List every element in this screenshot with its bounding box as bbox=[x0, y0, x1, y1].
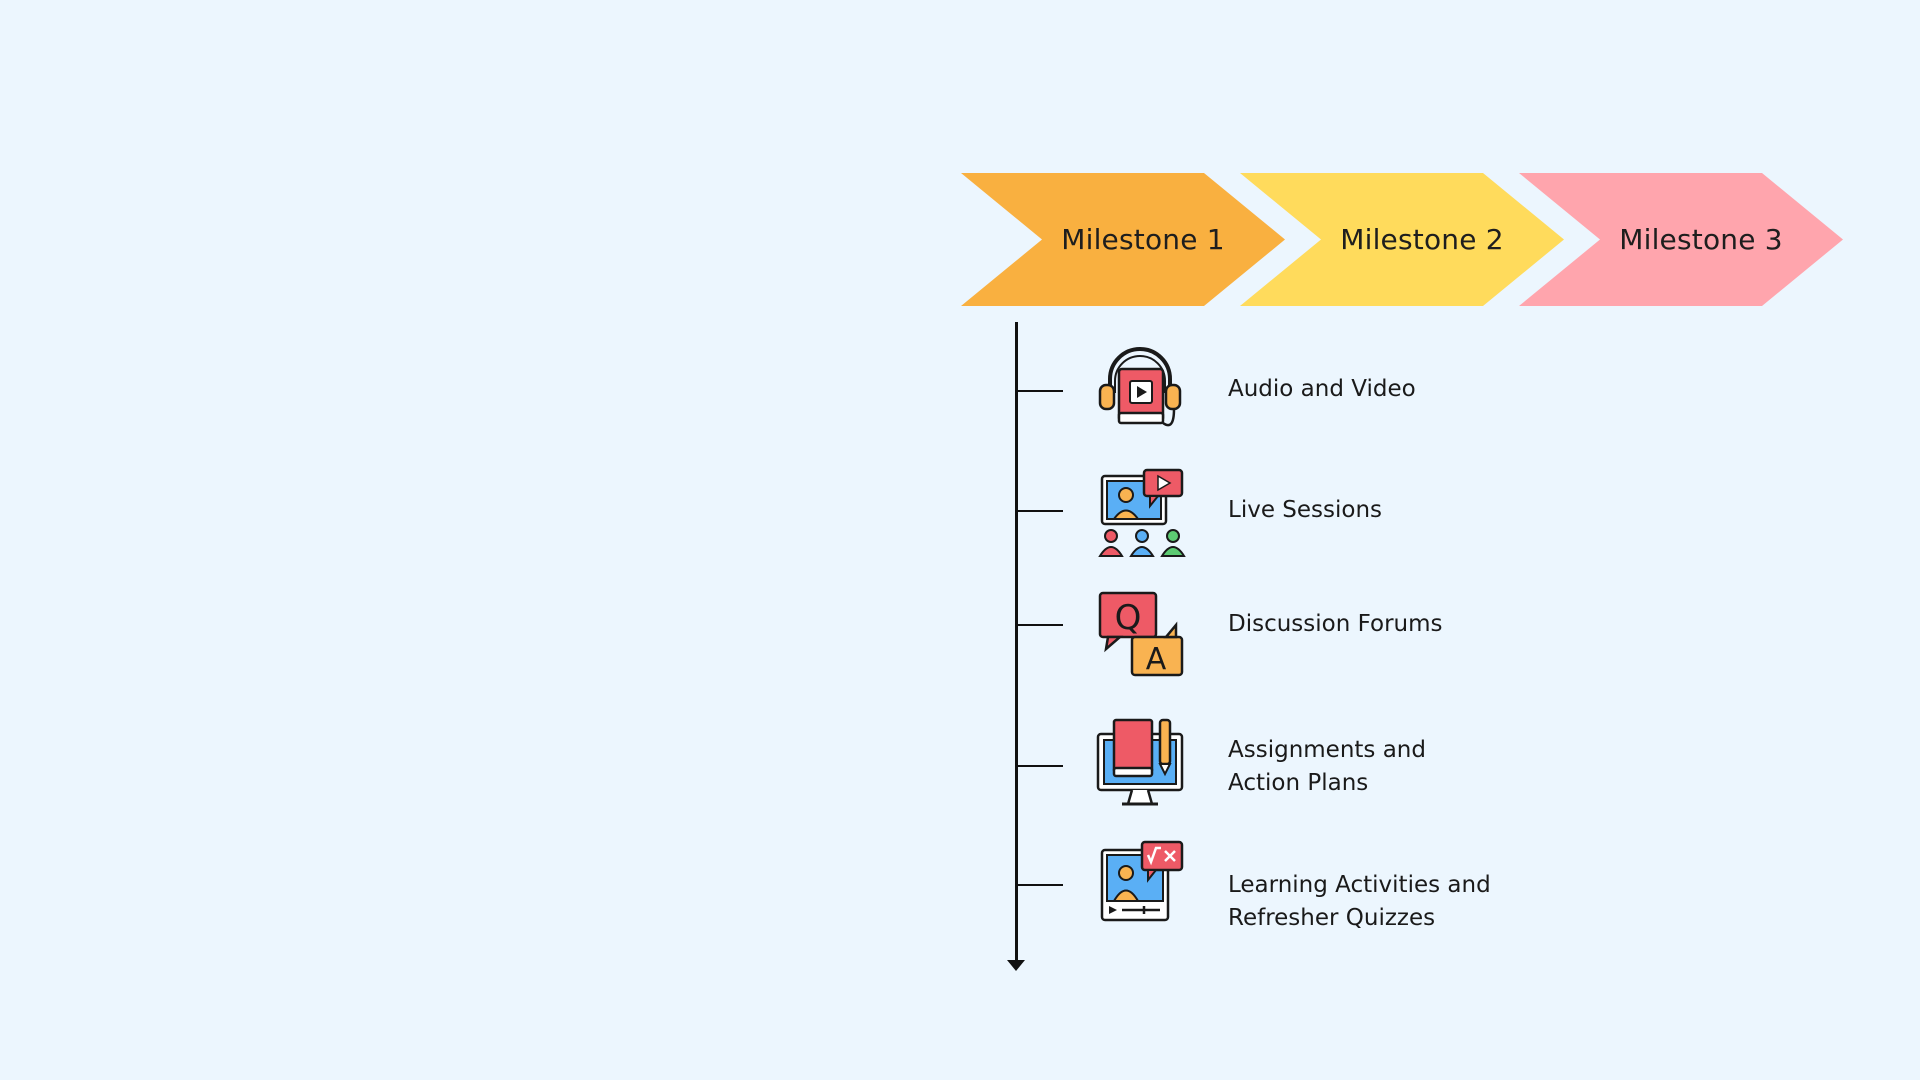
milestone-3-label: Milestone 3 bbox=[1619, 223, 1783, 256]
live-session-icon bbox=[1098, 468, 1186, 557]
a-letter: A bbox=[1146, 642, 1167, 677]
milestone-1-chevron: Milestone 1 bbox=[961, 173, 1285, 306]
milestone-3-chevron: Milestone 3 bbox=[1519, 173, 1843, 306]
headphones-video-book-icon bbox=[1098, 347, 1182, 427]
item-label-line: Discussion Forums bbox=[1228, 611, 1443, 637]
video-lesson-math-icon bbox=[1100, 840, 1184, 922]
timeline-tick bbox=[1017, 510, 1063, 512]
book-monitor-pencil-icon bbox=[1096, 718, 1184, 806]
item-discussion-forums: Discussion Forums bbox=[1228, 608, 1443, 641]
item-label-line: Audio and Video bbox=[1228, 376, 1416, 402]
timeline-arrow-icon bbox=[1007, 960, 1025, 971]
item-label-line: Refresher Quizzes bbox=[1228, 905, 1436, 931]
timeline-tick bbox=[1017, 390, 1063, 392]
item-learning-activities: Learning Activities and Refresher Quizze… bbox=[1228, 869, 1491, 935]
milestone-1-label: Milestone 1 bbox=[1061, 223, 1225, 256]
milestone-2-label: Milestone 2 bbox=[1340, 223, 1504, 256]
timeline-tick bbox=[1017, 624, 1063, 626]
item-live-sessions: Live Sessions bbox=[1228, 494, 1382, 527]
timeline-tick bbox=[1017, 884, 1063, 886]
milestone-2-chevron: Milestone 2 bbox=[1240, 173, 1564, 306]
q-letter: Q bbox=[1115, 598, 1142, 638]
item-audio-video: Audio and Video bbox=[1228, 373, 1416, 406]
timeline-line bbox=[1015, 322, 1018, 962]
item-label-line: Live Sessions bbox=[1228, 497, 1383, 523]
timeline-tick bbox=[1017, 765, 1063, 767]
item-label-line: Assignments and bbox=[1228, 737, 1426, 763]
item-assignments: Assignments and Action Plans bbox=[1228, 734, 1426, 800]
item-label-line: Action Plans bbox=[1228, 770, 1369, 796]
item-label-line: Learning Activities and bbox=[1228, 872, 1491, 898]
qa-chat-icon: Q A bbox=[1098, 591, 1184, 677]
